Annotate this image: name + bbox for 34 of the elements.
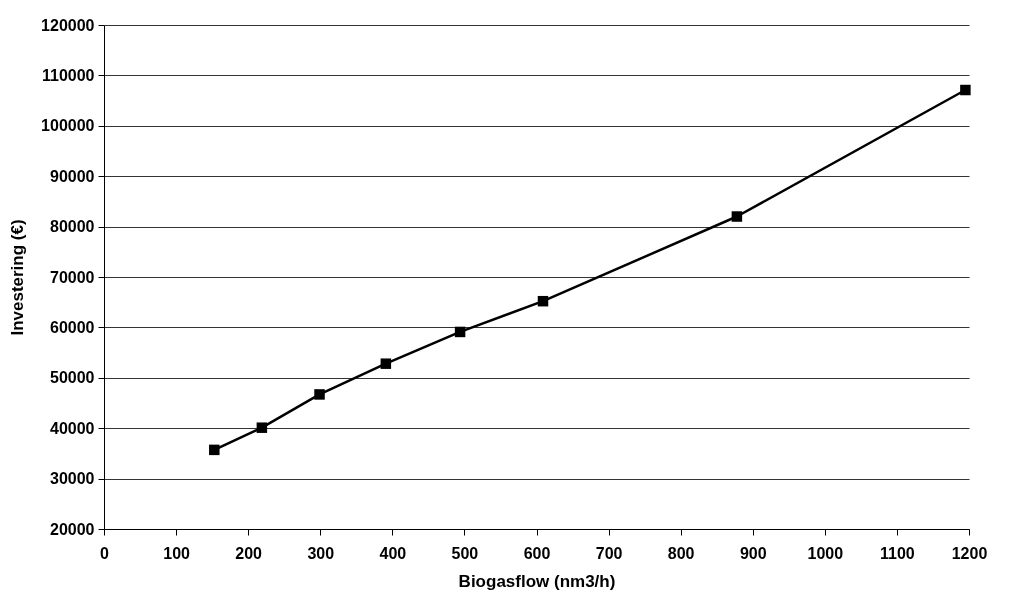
point xyxy=(380,358,392,369)
y-tick-label: 110000 xyxy=(41,66,95,84)
y-tick-label: 40000 xyxy=(50,419,95,437)
x-tick-label: 100 xyxy=(163,544,191,562)
y-tick-label: 20000 xyxy=(50,520,95,538)
x-tick-label: 1200 xyxy=(951,544,988,562)
x-tick-label: 0 xyxy=(100,544,110,562)
point xyxy=(960,84,971,96)
y-tick-label: 80000 xyxy=(50,218,95,236)
point xyxy=(454,326,466,338)
x-tick-label: 600 xyxy=(523,544,551,562)
x-axis-title: Biogasflow (nm3/h) xyxy=(458,571,616,591)
x-tick-label: 500 xyxy=(451,544,479,562)
y-tick-label: 120000 xyxy=(41,16,95,34)
point xyxy=(731,211,743,222)
x-tick-label: 800 xyxy=(667,544,695,562)
x-tick-label: 900 xyxy=(739,544,767,562)
point xyxy=(209,444,220,456)
y-tick-label: 70000 xyxy=(50,268,95,286)
x-tick-label: 700 xyxy=(595,544,623,562)
y-tick-label: 30000 xyxy=(50,470,95,488)
y-tick-label: 50000 xyxy=(50,369,95,387)
x-tick-label: 1100 xyxy=(880,544,915,562)
x-tick-label: 300 xyxy=(307,544,335,562)
point xyxy=(256,422,268,433)
y-tick-label: 60000 xyxy=(50,318,95,336)
point xyxy=(314,389,325,400)
x-tick-label: 1000 xyxy=(807,544,844,562)
y-tick-label: 90000 xyxy=(50,167,95,185)
x-tick-label: 400 xyxy=(379,544,407,562)
x-tick-label: 200 xyxy=(235,544,263,562)
y-axis-title: Investering (€) xyxy=(8,219,28,336)
point xyxy=(537,295,549,307)
y-tick-label: 100000 xyxy=(41,117,95,135)
